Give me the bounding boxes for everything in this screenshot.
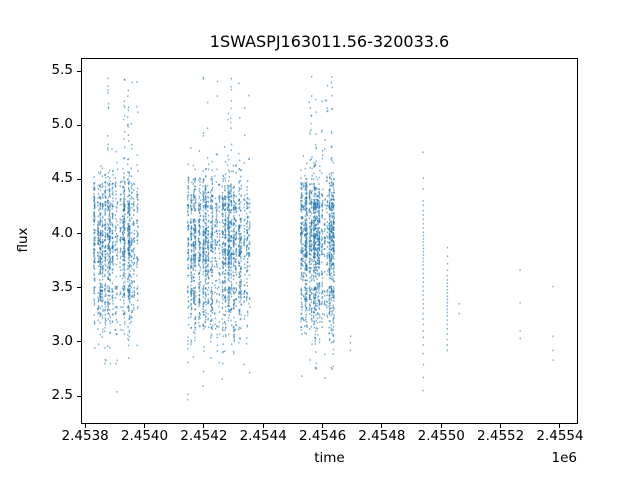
- x-tick-label: 2.4540: [120, 428, 169, 444]
- x-tick: [322, 424, 324, 428]
- x-tick: [144, 424, 145, 428]
- x-tick-label: 2.4538: [61, 428, 109, 444]
- scatter-points: [93, 75, 554, 401]
- plot-area: [81, 58, 578, 424]
- y-tick-label: 3.0: [51, 332, 73, 349]
- y-tick: [77, 341, 81, 343]
- x-tick-label: 2.4542: [180, 428, 228, 444]
- x-tick-label: 2.4550: [417, 428, 465, 444]
- x-tick-label: 2.4546: [298, 428, 347, 444]
- x-tick-label: 2.4548: [358, 428, 406, 444]
- x-tick: [559, 424, 561, 428]
- y-tick-label: 5.5: [51, 62, 73, 78]
- x-tick-label: 2.4552: [476, 428, 525, 444]
- x-axis-offset-text: 1e6: [551, 450, 577, 466]
- x-tick: [440, 424, 442, 428]
- y-tick-label: 5.0: [51, 116, 73, 133]
- x-tick-label: 2.4544: [239, 428, 287, 444]
- x-tick: [381, 424, 383, 428]
- y-tick-label: 2.5: [51, 387, 73, 403]
- y-axis-label: flux: [15, 227, 31, 253]
- x-tick: [84, 424, 86, 428]
- chart-title: 1SWASPJ163011.56-320033.6: [209, 32, 450, 51]
- y-tick: [77, 233, 81, 234]
- y-tick: [77, 124, 81, 126]
- x-tick: [500, 424, 502, 428]
- y-tick: [77, 395, 81, 397]
- x-tick: [262, 424, 264, 428]
- y-tick-label: 4.5: [51, 170, 73, 187]
- x-axis-label: time: [314, 450, 345, 466]
- y-tick: [77, 287, 81, 289]
- y-tick-label: 3.5: [51, 278, 73, 295]
- y-tick-label: 4.0: [51, 224, 73, 241]
- x-tick: [203, 424, 205, 428]
- y-tick: [77, 70, 81, 72]
- x-tick-label: 2.4554: [536, 428, 584, 444]
- y-tick: [77, 178, 81, 180]
